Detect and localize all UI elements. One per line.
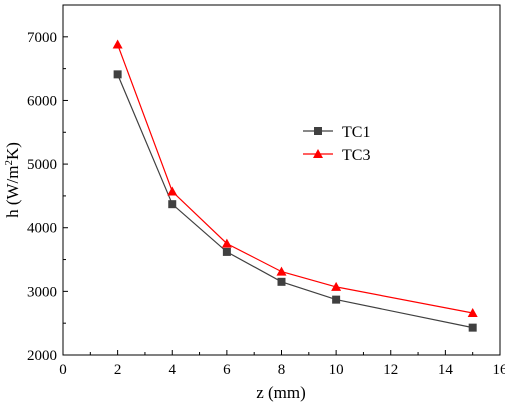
legend-marker-tc3: [313, 149, 323, 158]
data-point-tc1: [222, 247, 231, 256]
data-point-tc3: [221, 238, 232, 248]
plot-frame: [62, 4, 501, 356]
legend-label-tc1: TC1: [342, 124, 370, 141]
data-point-tc1: [113, 70, 122, 79]
data-point-tc3: [112, 39, 123, 49]
x-tick-label: 14: [438, 362, 454, 378]
x-tick-label: 8: [278, 362, 286, 378]
x-tick-label: 2: [114, 362, 122, 378]
series-line-tc1: [117, 74, 473, 329]
y-tick-label: 4000: [27, 221, 57, 237]
x-tick-label: 16: [493, 362, 505, 378]
series-layer: [112, 39, 478, 332]
y-tick-label: 6000: [27, 93, 57, 109]
x-tick-label: 0: [59, 362, 67, 378]
data-point-tc3: [167, 186, 178, 196]
data-point-tc3: [276, 266, 287, 276]
x-tick-label: 6: [223, 362, 231, 378]
data-point-tc3: [331, 281, 342, 291]
data-point-tc1: [168, 200, 177, 209]
y-axis-label-tail: K): [3, 142, 22, 160]
data-point-tc1: [332, 295, 341, 304]
x-axis-label: z (mm): [256, 383, 306, 402]
legend: TC1 TC3: [303, 124, 370, 164]
axis-ticks: 0 2 4 6 8 10 12 14 16 2000 3000 4000 5000 6000 7000: [27, 4, 505, 378]
x-tick-label: 12: [383, 362, 398, 378]
x-tick-label: 4: [169, 362, 177, 378]
legend-marker-tc1: [314, 127, 322, 135]
legend-label-tc3: TC3: [342, 147, 370, 164]
y-axis-label-sup: 2: [3, 160, 15, 166]
y-tick-label: 5000: [27, 157, 57, 173]
series-line-tc3: [117, 44, 473, 314]
y-tick-label: 2000: [27, 348, 57, 364]
y-axis-label-main: h (W/m: [3, 166, 22, 218]
y-axis-label: h (W/m2K): [3, 142, 22, 218]
x-tick-label: 10: [329, 362, 344, 378]
y-tick-label: 3000: [27, 284, 57, 300]
data-point-tc3: [467, 308, 478, 317]
y-tick-label: 7000: [27, 30, 57, 46]
data-point-tc1: [468, 323, 477, 332]
data-point-tc1: [277, 277, 286, 286]
